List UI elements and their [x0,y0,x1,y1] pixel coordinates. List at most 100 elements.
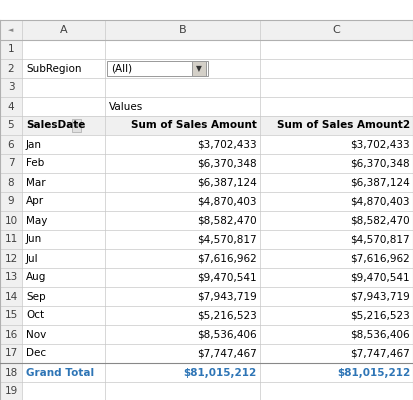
Text: 15: 15 [5,310,18,320]
Bar [192,61,206,76]
Text: $5,216,523: $5,216,523 [350,310,410,320]
Bar [0,59,413,78]
Text: Values: Values [109,102,143,112]
Text: 5: 5 [8,120,14,130]
Text: $6,387,124: $6,387,124 [197,178,257,188]
Bar [0,363,22,382]
Text: 18: 18 [5,368,18,378]
Text: ◄: ◄ [8,27,14,33]
Bar [0,230,413,249]
Text: $7,943,719: $7,943,719 [350,292,410,302]
Bar [0,211,413,230]
Text: Jul: Jul [26,254,39,264]
Text: 16: 16 [5,330,18,340]
Text: $9,470,541: $9,470,541 [197,272,257,282]
Bar [0,230,22,249]
Bar [0,78,22,97]
Text: $6,387,124: $6,387,124 [350,178,410,188]
Bar [0,249,413,268]
Bar [0,344,22,363]
Text: $4,870,403: $4,870,403 [197,196,257,206]
Bar [0,40,413,59]
Bar [0,211,22,230]
Text: $81,015,212: $81,015,212 [184,368,257,378]
Bar [0,20,413,40]
Text: 14: 14 [5,292,18,302]
Text: $7,616,962: $7,616,962 [197,254,257,264]
Text: $3,702,433: $3,702,433 [197,140,257,150]
Bar [0,173,413,192]
Text: $6,370,348: $6,370,348 [350,158,410,168]
Text: 3: 3 [8,82,14,92]
Bar [0,135,413,154]
Text: Dec: Dec [26,348,46,358]
Text: SubRegion: SubRegion [26,64,81,74]
Text: Grand Total: Grand Total [26,368,94,378]
Text: $6,370,348: $6,370,348 [197,158,257,168]
Text: 7: 7 [8,158,14,168]
Text: May: May [26,216,47,226]
Text: Apr: Apr [26,196,44,206]
Text: $7,616,962: $7,616,962 [350,254,410,264]
Text: 9: 9 [8,196,14,206]
Text: 4: 4 [8,102,14,112]
Text: $4,870,403: $4,870,403 [351,196,410,206]
Text: $7,943,719: $7,943,719 [197,292,257,302]
Text: (All): (All) [111,64,132,74]
Text: ↕: ↕ [74,122,79,128]
Text: Sum of Sales Amount2: Sum of Sales Amount2 [277,120,410,130]
Text: Feb: Feb [26,158,44,168]
Text: Sep: Sep [26,292,45,302]
Text: Sum of Sales Amount: Sum of Sales Amount [131,120,257,130]
Bar [0,192,413,211]
Text: 6: 6 [8,140,14,150]
Bar [0,154,413,173]
Bar [0,154,22,173]
Text: SalesDate: SalesDate [26,120,85,130]
Bar [0,325,22,344]
Text: 1: 1 [8,44,14,54]
Text: $8,582,470: $8,582,470 [197,216,257,226]
Bar [0,192,22,211]
Bar [0,382,413,400]
Text: Aug: Aug [26,272,46,282]
Bar [0,97,22,116]
Bar [0,116,413,135]
Bar [0,325,413,344]
Text: C: C [332,25,340,35]
Bar [0,287,22,306]
Text: $81,015,212: $81,015,212 [337,368,410,378]
Bar [0,78,413,97]
Bar [0,363,413,382]
Text: 11: 11 [5,234,18,244]
Bar [107,61,208,76]
Text: Nov: Nov [26,330,46,340]
Text: $7,747,467: $7,747,467 [350,348,410,358]
Text: Jun: Jun [26,234,42,244]
Text: ▼: ▼ [196,64,202,73]
Text: 17: 17 [5,348,18,358]
Bar [0,173,22,192]
Bar [0,268,22,287]
Text: $7,747,467: $7,747,467 [197,348,257,358]
Bar [0,306,413,325]
Text: Jan: Jan [26,140,42,150]
Bar [0,382,22,400]
Bar [0,287,413,306]
Text: $3,702,433: $3,702,433 [350,140,410,150]
Bar [0,344,413,363]
Bar [0,59,22,78]
Text: Mar: Mar [26,178,45,188]
Bar [0,306,22,325]
Text: B: B [179,25,186,35]
Bar [0,135,22,154]
Bar [0,116,22,135]
Text: 2: 2 [8,64,14,74]
Text: $4,570,817: $4,570,817 [197,234,257,244]
Text: $4,570,817: $4,570,817 [350,234,410,244]
Bar [22,116,413,135]
Text: $8,536,406: $8,536,406 [197,330,257,340]
Text: $5,216,523: $5,216,523 [197,310,257,320]
Text: 10: 10 [5,216,18,226]
Text: 19: 19 [5,386,18,396]
